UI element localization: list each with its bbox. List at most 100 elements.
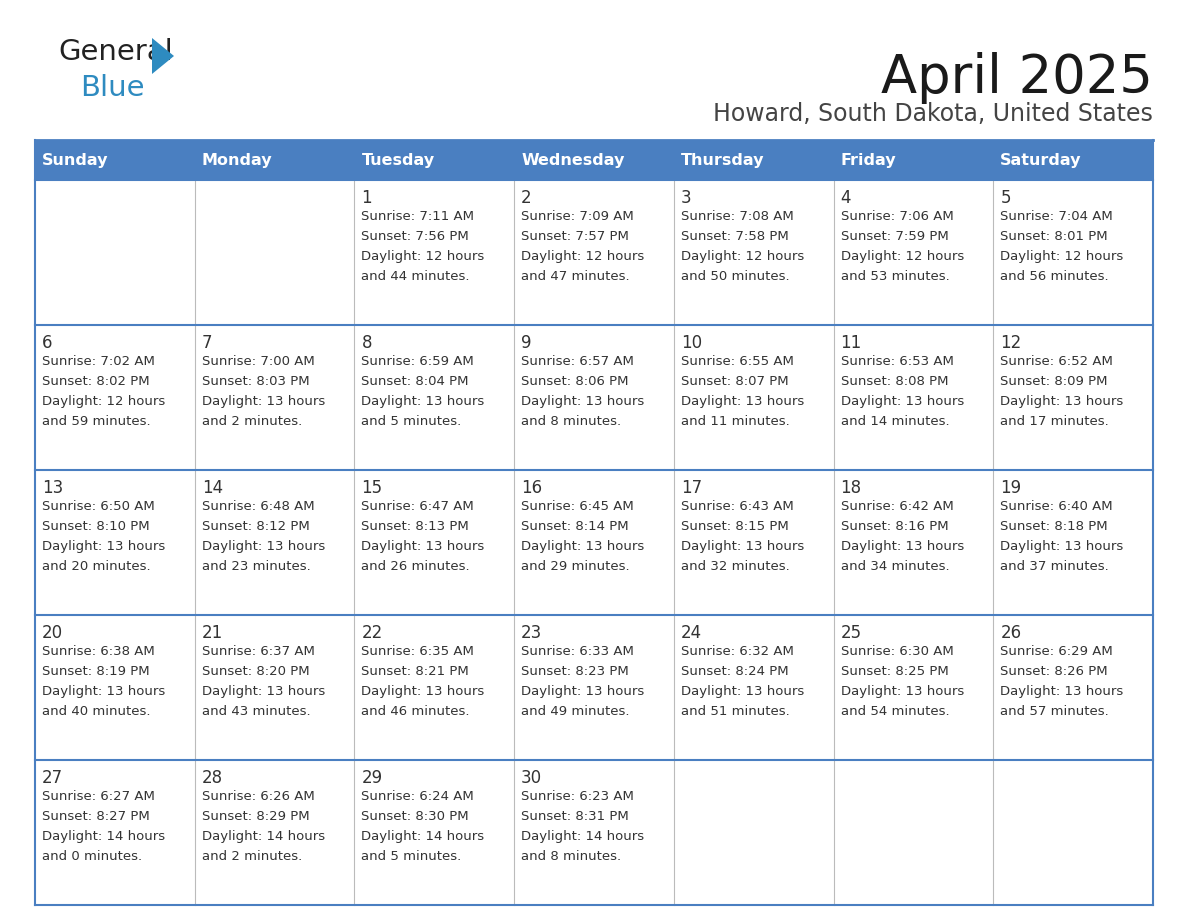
Text: Daylight: 13 hours: Daylight: 13 hours [681,395,804,408]
Text: Daylight: 12 hours: Daylight: 12 hours [522,250,644,263]
Text: 11: 11 [841,334,861,352]
Text: Sunrise: 6:27 AM: Sunrise: 6:27 AM [42,790,154,803]
Text: and 43 minutes.: and 43 minutes. [202,705,310,718]
Text: Daylight: 13 hours: Daylight: 13 hours [361,685,485,698]
Text: Sunrise: 6:59 AM: Sunrise: 6:59 AM [361,355,474,368]
Bar [834,760,993,905]
Text: Sunset: 8:27 PM: Sunset: 8:27 PM [42,810,150,823]
Bar [514,180,674,325]
Text: Sunrise: 6:47 AM: Sunrise: 6:47 AM [361,500,474,513]
Bar [674,140,834,180]
Bar [674,615,834,760]
Text: Sunset: 8:09 PM: Sunset: 8:09 PM [1000,375,1107,388]
Text: Daylight: 12 hours: Daylight: 12 hours [1000,250,1124,263]
Bar [674,180,834,325]
Text: Sunset: 8:10 PM: Sunset: 8:10 PM [42,520,150,533]
Bar [34,180,195,325]
Text: and 17 minutes.: and 17 minutes. [1000,415,1110,428]
Text: Daylight: 13 hours: Daylight: 13 hours [202,540,326,553]
Text: 18: 18 [841,479,861,497]
Text: Sunrise: 6:45 AM: Sunrise: 6:45 AM [522,500,634,513]
Text: Sunrise: 6:48 AM: Sunrise: 6:48 AM [202,500,315,513]
Text: Sunset: 8:21 PM: Sunset: 8:21 PM [361,665,469,678]
Text: Sunrise: 7:06 AM: Sunrise: 7:06 AM [841,210,953,223]
Text: Daylight: 13 hours: Daylight: 13 hours [42,685,165,698]
Bar [34,760,195,905]
Text: Daylight: 13 hours: Daylight: 13 hours [1000,395,1124,408]
Text: 28: 28 [202,769,223,787]
Text: Sunrise: 7:09 AM: Sunrise: 7:09 AM [522,210,634,223]
Text: Sunset: 8:23 PM: Sunset: 8:23 PM [522,665,628,678]
Text: and 34 minutes.: and 34 minutes. [841,560,949,573]
Text: Sunset: 8:02 PM: Sunset: 8:02 PM [42,375,150,388]
Bar [354,140,514,180]
Text: 30: 30 [522,769,542,787]
Text: Sunset: 8:03 PM: Sunset: 8:03 PM [202,375,309,388]
Bar [354,760,514,905]
Text: Sunrise: 6:52 AM: Sunrise: 6:52 AM [1000,355,1113,368]
Text: 24: 24 [681,624,702,642]
Text: Daylight: 12 hours: Daylight: 12 hours [42,395,165,408]
Bar [514,615,674,760]
Text: Sunset: 8:12 PM: Sunset: 8:12 PM [202,520,309,533]
Text: and 57 minutes.: and 57 minutes. [1000,705,1110,718]
Text: and 29 minutes.: and 29 minutes. [522,560,630,573]
Text: Sunset: 8:19 PM: Sunset: 8:19 PM [42,665,150,678]
Text: Sunrise: 6:37 AM: Sunrise: 6:37 AM [202,645,315,658]
Text: Friday: Friday [841,152,896,167]
Text: Sunset: 8:04 PM: Sunset: 8:04 PM [361,375,469,388]
Text: Sunrise: 6:43 AM: Sunrise: 6:43 AM [681,500,794,513]
Bar [195,760,354,905]
Text: Sunset: 8:26 PM: Sunset: 8:26 PM [1000,665,1108,678]
Bar [674,325,834,470]
Text: Sunrise: 6:29 AM: Sunrise: 6:29 AM [1000,645,1113,658]
Text: Sunset: 8:29 PM: Sunset: 8:29 PM [202,810,309,823]
Text: 10: 10 [681,334,702,352]
Bar [195,470,354,615]
Text: and 23 minutes.: and 23 minutes. [202,560,310,573]
Text: 4: 4 [841,189,851,207]
Bar [993,470,1154,615]
Text: Daylight: 13 hours: Daylight: 13 hours [361,395,485,408]
Text: 25: 25 [841,624,861,642]
Text: Daylight: 13 hours: Daylight: 13 hours [681,540,804,553]
Text: Daylight: 13 hours: Daylight: 13 hours [841,395,963,408]
Text: and 0 minutes.: and 0 minutes. [42,850,143,863]
Text: 29: 29 [361,769,383,787]
Bar [195,140,354,180]
Bar [993,325,1154,470]
Text: and 47 minutes.: and 47 minutes. [522,270,630,283]
Text: Sunset: 8:31 PM: Sunset: 8:31 PM [522,810,628,823]
Text: Sunrise: 6:53 AM: Sunrise: 6:53 AM [841,355,954,368]
Text: 27: 27 [42,769,63,787]
Text: Sunset: 7:59 PM: Sunset: 7:59 PM [841,230,948,243]
Text: Sunset: 8:24 PM: Sunset: 8:24 PM [681,665,789,678]
Bar [674,760,834,905]
Text: Thursday: Thursday [681,152,764,167]
Text: Daylight: 12 hours: Daylight: 12 hours [681,250,804,263]
Text: and 5 minutes.: and 5 minutes. [361,850,462,863]
Text: and 2 minutes.: and 2 minutes. [202,415,302,428]
Text: Sunset: 8:06 PM: Sunset: 8:06 PM [522,375,628,388]
Text: Sunrise: 7:04 AM: Sunrise: 7:04 AM [1000,210,1113,223]
Text: Sunrise: 6:42 AM: Sunrise: 6:42 AM [841,500,953,513]
Text: and 50 minutes.: and 50 minutes. [681,270,790,283]
Text: 21: 21 [202,624,223,642]
Text: and 26 minutes.: and 26 minutes. [361,560,470,573]
Text: Daylight: 13 hours: Daylight: 13 hours [841,685,963,698]
Text: and 2 minutes.: and 2 minutes. [202,850,302,863]
Text: Sunset: 8:14 PM: Sunset: 8:14 PM [522,520,628,533]
Text: and 59 minutes.: and 59 minutes. [42,415,151,428]
Text: Daylight: 13 hours: Daylight: 13 hours [1000,540,1124,553]
Bar [993,140,1154,180]
Text: 8: 8 [361,334,372,352]
Text: Saturday: Saturday [1000,152,1082,167]
Text: Sunrise: 7:00 AM: Sunrise: 7:00 AM [202,355,315,368]
Text: Sunrise: 6:30 AM: Sunrise: 6:30 AM [841,645,953,658]
Text: Sunrise: 6:33 AM: Sunrise: 6:33 AM [522,645,634,658]
Bar [34,140,195,180]
Text: Daylight: 13 hours: Daylight: 13 hours [202,685,326,698]
Text: 17: 17 [681,479,702,497]
Text: Daylight: 14 hours: Daylight: 14 hours [202,830,324,843]
Text: Daylight: 14 hours: Daylight: 14 hours [522,830,644,843]
